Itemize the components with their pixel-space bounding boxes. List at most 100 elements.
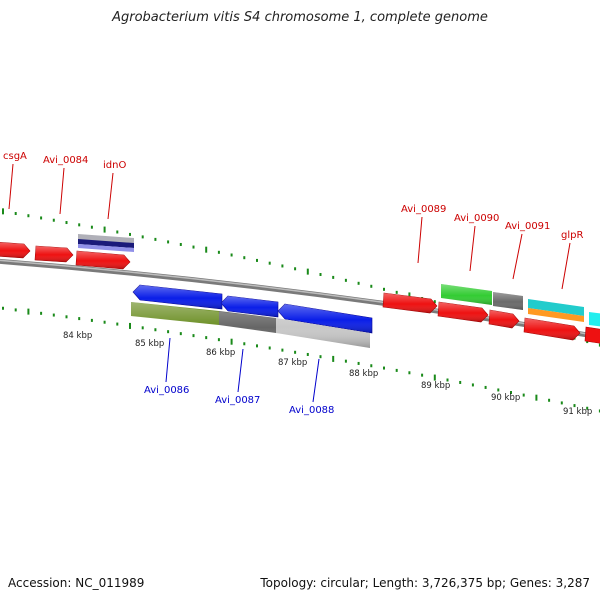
gene-label-Avi_0090[interactable]: Avi_0090 <box>454 213 499 224</box>
reverse-track-dot <box>116 322 119 326</box>
forward-track-dot <box>294 267 297 271</box>
gene-label-Avi_0086[interactable]: Avi_0086 <box>144 385 189 396</box>
scale-label: 88 kbp <box>349 369 378 379</box>
reverse-track-dot <box>27 308 30 315</box>
gene-arrow-csgA-shade <box>0 242 30 258</box>
forward-track-dot <box>598 343 600 347</box>
forward-track-dot <box>433 300 436 304</box>
gene-label-csgA[interactable]: csgA <box>3 151 27 162</box>
gene-arrow-Avi_0087-shade <box>221 296 278 317</box>
gene-arrow-glpR-shade <box>524 318 580 340</box>
map-title: Agrobacterium vitis S4 chromosome 1, com… <box>112 10 488 25</box>
genome-summary-text: Topology: circular; Length: 3,726,375 bp… <box>260 576 590 590</box>
reverse-track-dot <box>52 313 55 317</box>
forward-features-right <box>382 284 600 344</box>
feature-idnO-gray-band <box>78 234 134 244</box>
forward-track-dot <box>14 212 17 216</box>
reverse-track-dot <box>383 366 385 370</box>
reverse-track-dot <box>179 332 182 336</box>
scale-labels: 84 kbp 85 kbp 86 kbp 87 kbp 88 kbp 89 kbp 90 k… <box>63 331 592 417</box>
gene-leader-line <box>165 337 171 383</box>
forward-track-dot <box>2 208 4 215</box>
gene-arrow-Avi_0086-shade <box>133 285 222 309</box>
reverse-track-dot <box>573 404 576 408</box>
reverse-track-dot <box>370 364 373 368</box>
reverse-track-dot <box>103 320 106 324</box>
reverse-track-dot <box>471 383 474 387</box>
gene-arrow-partial-right[interactable] <box>584 326 600 344</box>
reverse-track-dot <box>332 355 335 362</box>
reverse-track-dot <box>586 406 589 410</box>
forward-track-dot <box>319 273 322 277</box>
forward-track-dot <box>243 256 246 260</box>
gene-label-Avi_0088[interactable]: Avi_0088 <box>289 405 334 416</box>
reverse-track-dot <box>535 394 538 401</box>
reverse-track-dot <box>281 348 284 352</box>
reverse-track-dot <box>256 344 258 348</box>
chromosome-backbone-highlight <box>0 259 600 337</box>
gene-leader-line <box>469 225 476 272</box>
forward-track-dot <box>129 232 131 236</box>
feature-idnO-blue-band <box>78 244 134 252</box>
forward-track-dot <box>344 278 347 282</box>
forward-track-dot <box>408 292 411 299</box>
accession-text: Accession: NC_011989 <box>8 576 145 590</box>
feature-idnO-navy-band <box>78 239 134 248</box>
forward-track-dot <box>40 216 43 220</box>
gene-label-Avi_0089[interactable]: Avi_0089 <box>401 204 446 215</box>
forward-track-dot <box>167 240 170 244</box>
feature-gray-block-shade <box>493 292 523 310</box>
forward-track-dot <box>205 246 208 253</box>
forward-track-dot <box>332 275 335 279</box>
feature-green-block-shade <box>441 284 492 305</box>
feature-cyan-band-right <box>589 312 600 327</box>
reverse-track-dot <box>230 338 233 345</box>
forward-track-dot <box>281 264 284 268</box>
gene-leader-line <box>312 358 320 403</box>
reverse-track-dot <box>484 385 487 389</box>
forward-track-dot <box>179 242 182 246</box>
reverse-track-dot <box>344 359 347 363</box>
gene-label-glpR[interactable]: glpR <box>561 230 583 241</box>
forward-track-dot <box>383 287 385 291</box>
forward-features-left <box>0 234 134 270</box>
reverse-track-dot <box>357 361 360 365</box>
gene-label-Avi_0091[interactable]: Avi_0091 <box>505 221 550 232</box>
gene-leader-line <box>107 172 114 220</box>
forward-gene-labels: csgA Avi_0084 idnO Avi_0089 Avi_0090 Avi_0091… <box>3 151 583 290</box>
feature-orange-band <box>528 308 584 322</box>
forward-track-dot <box>395 290 398 294</box>
reverse-track-dot <box>154 328 157 332</box>
gene-label-Avi_0084[interactable]: Avi_0084 <box>43 155 88 166</box>
forward-track-dot <box>268 261 271 265</box>
reverse-track-dot <box>141 326 144 330</box>
reverse-track-dot <box>497 388 500 392</box>
scale-label: 84 kbp <box>63 331 92 341</box>
forward-track-dot <box>370 284 373 288</box>
gene-arrow-Avi_0084-shade <box>35 246 73 262</box>
reverse-track-dot <box>446 378 449 382</box>
reverse-track-dot <box>395 368 398 372</box>
gene-leader-line <box>417 216 423 264</box>
feature-block-shade <box>131 302 370 348</box>
gene-arrow-Avi_0091-shade <box>489 310 519 328</box>
scale-label: 91 kbp <box>563 407 592 417</box>
forward-track-dot <box>52 218 55 222</box>
chromosome-backbone <box>0 258 600 340</box>
forward-track-dot <box>306 268 309 275</box>
gene-leader-line <box>59 167 65 215</box>
forward-track-dot <box>103 226 106 233</box>
gene-arrow-Avi_0088-shade <box>278 304 372 333</box>
forward-track-dot <box>256 258 258 262</box>
reverse-track-dot <box>421 373 424 377</box>
scale-label: 87 kbp <box>278 358 307 368</box>
gene-label-idnO[interactable]: idnO <box>103 160 126 171</box>
reverse-track-dot <box>522 393 525 397</box>
forward-track-dot <box>65 221 68 225</box>
scale-label: 90 kbp <box>491 393 520 403</box>
reverse-track-dot <box>40 311 43 315</box>
gene-label-Avi_0087[interactable]: Avi_0087 <box>215 395 260 406</box>
gene-leader-line <box>8 163 14 210</box>
reverse-track-dot <box>14 308 17 312</box>
